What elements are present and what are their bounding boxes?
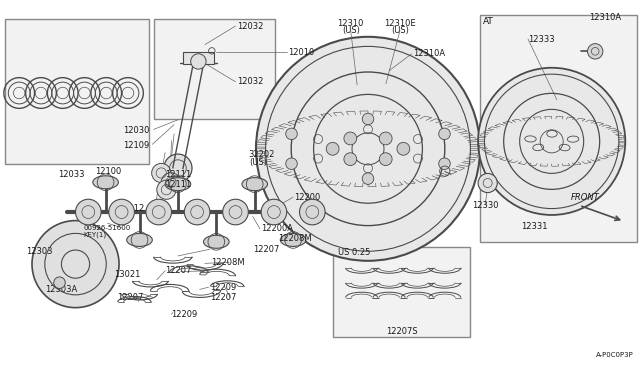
Bar [333, 247, 470, 337]
Text: FRONT: FRONT [572, 193, 600, 202]
Text: 12207: 12207 [253, 245, 279, 254]
Ellipse shape [242, 178, 268, 190]
Text: 12207: 12207 [165, 266, 191, 275]
Text: 12209: 12209 [210, 283, 236, 292]
Ellipse shape [439, 158, 451, 170]
Text: 12330: 12330 [472, 201, 499, 210]
Ellipse shape [300, 199, 325, 225]
Bar [154, 19, 275, 119]
Text: AT: AT [483, 17, 494, 26]
Ellipse shape [127, 234, 152, 246]
Text: 12032: 12032 [237, 22, 263, 31]
Text: KEY(1): KEY(1) [83, 232, 106, 238]
Text: 12303A: 12303A [45, 285, 77, 294]
Text: 12331: 12331 [521, 222, 548, 231]
Ellipse shape [256, 37, 480, 261]
Text: 12032: 12032 [237, 77, 263, 86]
Bar [183, 52, 214, 64]
Text: US 0.25: US 0.25 [338, 248, 371, 257]
Ellipse shape [261, 199, 287, 225]
Ellipse shape [380, 153, 392, 166]
Ellipse shape [397, 142, 410, 155]
Ellipse shape [157, 180, 176, 199]
Ellipse shape [280, 234, 306, 246]
Ellipse shape [380, 132, 392, 145]
Text: 12303: 12303 [26, 247, 52, 256]
Ellipse shape [54, 277, 65, 288]
Text: 12208M: 12208M [278, 234, 312, 243]
Text: 12030: 12030 [124, 126, 150, 135]
Ellipse shape [191, 54, 206, 69]
Bar [480, 15, 637, 242]
Ellipse shape [478, 68, 625, 215]
Ellipse shape [146, 199, 172, 225]
Ellipse shape [164, 154, 192, 182]
Ellipse shape [362, 173, 374, 185]
Ellipse shape [344, 132, 356, 145]
Ellipse shape [588, 44, 603, 59]
Text: 12207S: 12207S [386, 327, 418, 336]
Ellipse shape [204, 235, 229, 248]
Text: (US): (US) [391, 26, 409, 35]
Text: 12310A: 12310A [413, 49, 445, 58]
Text: 12010: 12010 [288, 48, 314, 57]
Text: 00926-51600: 00926-51600 [83, 225, 131, 231]
Text: (US): (US) [342, 26, 360, 35]
Text: 12310A: 12310A [589, 13, 621, 22]
Text: 12333: 12333 [528, 35, 555, 44]
Ellipse shape [326, 142, 339, 155]
Ellipse shape [285, 158, 297, 170]
Ellipse shape [478, 173, 497, 193]
Ellipse shape [152, 163, 171, 183]
Ellipse shape [362, 113, 374, 125]
Bar [5, 19, 149, 164]
Text: 12100: 12100 [95, 167, 121, 176]
Ellipse shape [439, 128, 451, 140]
Text: 12033: 12033 [58, 170, 85, 179]
Text: 12310: 12310 [337, 19, 364, 28]
Text: 12111: 12111 [165, 180, 191, 189]
Text: 12111: 12111 [165, 170, 191, 179]
Ellipse shape [285, 128, 297, 140]
Ellipse shape [76, 199, 101, 225]
Text: A-P0C0P3P: A-P0C0P3P [596, 352, 634, 358]
Text: (US): (US) [250, 158, 268, 167]
Ellipse shape [184, 199, 210, 225]
Ellipse shape [161, 173, 180, 192]
Text: 12200: 12200 [294, 193, 321, 202]
Text: 12209: 12209 [172, 310, 198, 319]
Text: 12207: 12207 [117, 293, 143, 302]
Text: 12310E: 12310E [384, 19, 416, 28]
Text: 12200A: 12200A [261, 224, 293, 233]
Text: 12109: 12109 [124, 141, 150, 150]
Text: 12112: 12112 [118, 204, 145, 213]
Text: 13021: 13021 [114, 270, 140, 279]
Ellipse shape [165, 178, 191, 190]
Ellipse shape [109, 199, 134, 225]
Ellipse shape [93, 176, 118, 189]
Text: 32202: 32202 [248, 150, 275, 159]
Text: 12208M: 12208M [211, 258, 245, 267]
Ellipse shape [32, 221, 119, 308]
Ellipse shape [223, 199, 248, 225]
Text: 12207: 12207 [210, 293, 236, 302]
Ellipse shape [344, 153, 356, 166]
